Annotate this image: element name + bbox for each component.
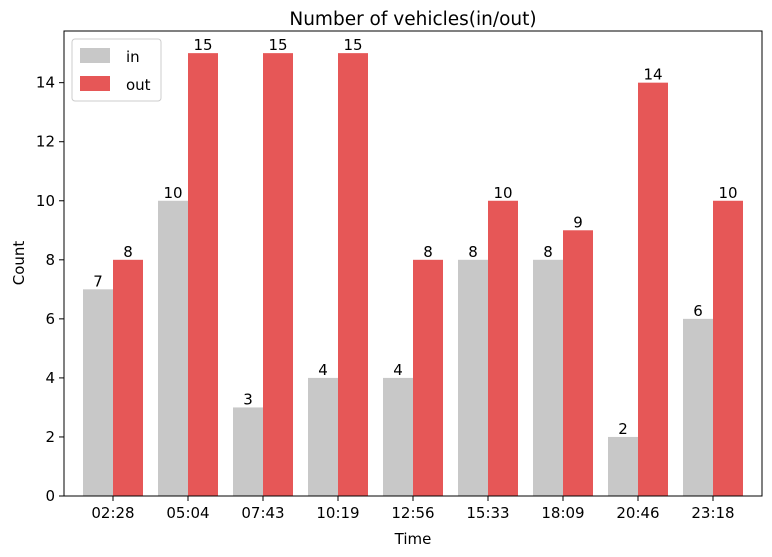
y-tick-label: 14 (36, 74, 55, 92)
y-tick-label: 12 (36, 133, 55, 151)
bars-layer (83, 53, 743, 497)
bar-out-1256 (413, 259, 443, 496)
y-axis-ticks: 0 2 4 6 8 10 12 14 (36, 74, 64, 505)
y-tick-label: 6 (45, 310, 55, 328)
y-tick-label: 0 (45, 487, 55, 505)
y-tick-label: 8 (45, 251, 55, 269)
bar-in-1256 (383, 377, 413, 496)
bar-out-1809 (563, 230, 593, 497)
bar-out-1019 (338, 53, 368, 497)
bar-in-1809 (533, 259, 563, 496)
x-tick-label: 10:19 (316, 504, 359, 522)
bar-in-1019 (308, 377, 338, 496)
x-axis-label: Time (394, 530, 432, 548)
x-axis-ticks: 02:28 05:04 07:43 10:19 12:56 15:33 18:09 20:46… (91, 496, 735, 522)
data-label-in-1019: 4 (318, 361, 328, 379)
data-label-in-0228: 7 (93, 272, 103, 290)
x-tick-label: 12:56 (391, 504, 434, 522)
x-tick-label: 23:18 (691, 504, 734, 522)
x-tick-label: 18:09 (541, 504, 584, 522)
data-label-in-1533: 8 (468, 243, 478, 261)
data-label-out-0743: 15 (268, 36, 287, 54)
bar-in-0743 (233, 407, 263, 496)
bar-out-2046 (638, 82, 668, 497)
data-label-out-0228: 8 (123, 243, 133, 261)
x-tick-label: 15:33 (466, 504, 509, 522)
data-labels-layer: 7 8 10 15 3 15 4 15 4 8 8 10 8 9 2 14 6 10 (93, 36, 737, 438)
bar-out-1533 (488, 200, 518, 496)
legend-swatch-in (80, 48, 110, 63)
legend: in out (71, 38, 162, 102)
legend-label-out: out (126, 76, 151, 94)
bar-in-1533 (458, 259, 488, 496)
bar-out-2318 (713, 200, 743, 496)
data-label-in-0743: 3 (243, 390, 253, 408)
x-tick-label: 02:28 (91, 504, 134, 522)
bar-in-2318 (683, 318, 713, 496)
data-label-out-1019: 15 (343, 36, 362, 54)
bar-out-0228 (113, 259, 143, 496)
x-tick-label: 05:04 (166, 504, 209, 522)
bar-in-2046 (608, 436, 638, 496)
plot-frame (63, 30, 763, 497)
data-label-in-2318: 6 (693, 302, 703, 320)
data-label-out-2318: 10 (718, 184, 737, 202)
bar-in-0228 (83, 289, 113, 496)
bar-out-0504 (188, 53, 218, 497)
data-label-in-1256: 4 (393, 361, 403, 379)
legend-swatch-out (80, 76, 110, 91)
y-tick-label: 2 (45, 428, 55, 446)
y-tick-label: 10 (36, 192, 55, 210)
chart-title: Number of vehicles(in/out) (289, 9, 536, 30)
legend-label-in: in (126, 48, 140, 66)
y-axis-label: Count (10, 241, 28, 286)
x-tick-label: 20:46 (616, 504, 659, 522)
data-label-out-2046: 14 (643, 66, 662, 84)
data-label-out-1533: 10 (493, 184, 512, 202)
bar-out-0743 (263, 53, 293, 497)
y-tick-label: 4 (45, 369, 55, 387)
data-label-in-1809: 8 (543, 243, 553, 261)
data-label-in-2046: 2 (618, 420, 628, 438)
data-label-in-0504: 10 (163, 184, 182, 202)
data-label-out-1256: 8 (423, 243, 433, 261)
x-tick-label: 07:43 (241, 504, 284, 522)
data-label-out-1809: 9 (573, 213, 583, 231)
bar-in-0504 (158, 200, 188, 496)
data-label-out-0504: 15 (193, 36, 212, 54)
